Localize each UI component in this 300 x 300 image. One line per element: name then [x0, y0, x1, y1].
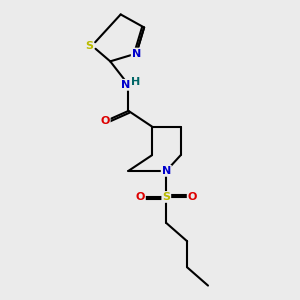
- Text: N: N: [132, 49, 141, 58]
- Text: O: O: [100, 116, 110, 126]
- Text: S: S: [162, 192, 170, 202]
- Text: N: N: [121, 80, 130, 90]
- Text: O: O: [188, 192, 197, 202]
- Text: O: O: [136, 192, 145, 202]
- Text: S: S: [85, 41, 93, 51]
- Text: N: N: [162, 166, 171, 176]
- Text: H: H: [131, 77, 140, 87]
